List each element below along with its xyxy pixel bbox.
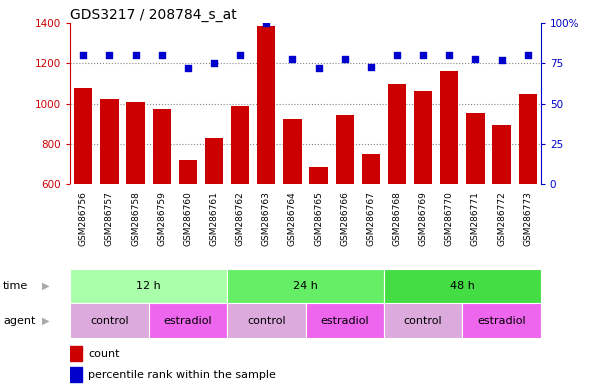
Text: GSM286765: GSM286765: [314, 191, 323, 246]
Bar: [126, 102, 145, 184]
Text: agent: agent: [3, 316, 35, 326]
Text: GSM286764: GSM286764: [288, 191, 297, 246]
Point: [131, 52, 141, 58]
Text: percentile rank within the sample: percentile rank within the sample: [88, 370, 276, 380]
Text: GSM286760: GSM286760: [183, 191, 192, 246]
Bar: [309, 167, 327, 184]
Bar: [148, 303, 227, 338]
Bar: [519, 94, 537, 184]
Text: estradiol: estradiol: [164, 316, 212, 326]
Text: ▶: ▶: [42, 281, 49, 291]
Point: [157, 52, 167, 58]
Bar: [74, 88, 92, 184]
Bar: [388, 84, 406, 184]
Bar: [179, 160, 197, 184]
Text: GSM286766: GSM286766: [340, 191, 349, 246]
Bar: [284, 119, 302, 184]
Point: [470, 55, 480, 61]
Text: control: control: [404, 316, 442, 326]
Bar: [205, 138, 223, 184]
Bar: [153, 109, 171, 184]
Text: GSM286771: GSM286771: [471, 191, 480, 246]
Text: GSM286757: GSM286757: [105, 191, 114, 246]
Bar: [70, 346, 82, 361]
Bar: [227, 303, 306, 338]
Text: GSM286768: GSM286768: [392, 191, 401, 246]
Bar: [227, 269, 384, 303]
Point: [235, 52, 245, 58]
Point: [392, 52, 402, 58]
Text: control: control: [90, 316, 129, 326]
Text: GSM286759: GSM286759: [157, 191, 166, 246]
Point: [366, 63, 376, 70]
Text: GDS3217 / 208784_s_at: GDS3217 / 208784_s_at: [70, 8, 237, 22]
Text: 48 h: 48 h: [450, 281, 475, 291]
Bar: [492, 125, 511, 184]
Text: GSM286762: GSM286762: [236, 191, 244, 246]
Bar: [384, 269, 541, 303]
Text: control: control: [247, 316, 285, 326]
Point: [209, 60, 219, 66]
Text: GSM286767: GSM286767: [367, 191, 375, 246]
Text: 12 h: 12 h: [136, 281, 161, 291]
Bar: [306, 303, 384, 338]
Text: 24 h: 24 h: [293, 281, 318, 291]
Bar: [70, 303, 148, 338]
Text: time: time: [3, 281, 28, 291]
Text: ▶: ▶: [42, 316, 49, 326]
Text: GSM286770: GSM286770: [445, 191, 454, 246]
Point: [288, 55, 298, 61]
Text: GSM286761: GSM286761: [210, 191, 219, 246]
Bar: [257, 26, 276, 184]
Bar: [362, 154, 380, 184]
Text: GSM286769: GSM286769: [419, 191, 428, 246]
Text: count: count: [88, 349, 120, 359]
Point: [444, 52, 454, 58]
Text: GSM286756: GSM286756: [79, 191, 88, 246]
Point: [104, 52, 114, 58]
Bar: [70, 367, 82, 382]
Bar: [463, 303, 541, 338]
Point: [183, 65, 193, 71]
Bar: [384, 303, 463, 338]
Bar: [70, 269, 227, 303]
Point: [497, 57, 507, 63]
Point: [313, 65, 323, 71]
Text: estradiol: estradiol: [477, 316, 526, 326]
Text: GSM286772: GSM286772: [497, 191, 506, 246]
Point: [419, 52, 428, 58]
Text: GSM286763: GSM286763: [262, 191, 271, 246]
Point: [523, 52, 533, 58]
Bar: [231, 106, 249, 184]
Point: [340, 55, 349, 61]
Point: [262, 20, 271, 26]
Text: GSM286758: GSM286758: [131, 191, 140, 246]
Bar: [414, 91, 432, 184]
Point: [78, 52, 88, 58]
Text: GSM286773: GSM286773: [523, 191, 532, 246]
Bar: [335, 115, 354, 184]
Bar: [100, 99, 119, 184]
Bar: [466, 113, 485, 184]
Text: estradiol: estradiol: [320, 316, 369, 326]
Bar: [440, 71, 458, 184]
